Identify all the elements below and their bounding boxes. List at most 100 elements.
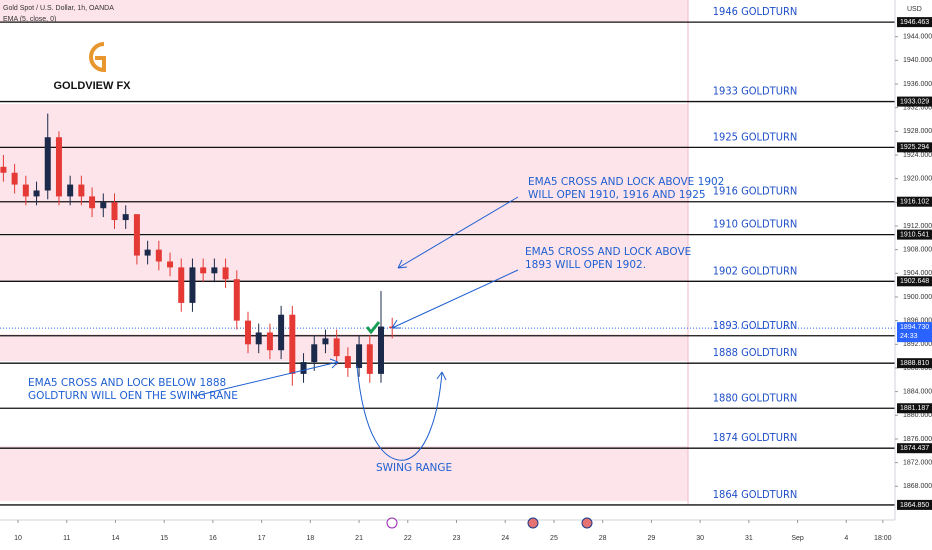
zone bbox=[0, 334, 688, 361]
level-tag bbox=[897, 142, 932, 153]
x-tick-label: 21 bbox=[355, 535, 363, 542]
level-name: 1910 GOLDTURN bbox=[713, 218, 797, 231]
y-tick-label: 1880.000 bbox=[903, 412, 932, 419]
annotation: GOLDTURN WILL OEN THE SWING RANE bbox=[28, 390, 238, 402]
x-tick-label: 11 bbox=[63, 535, 70, 542]
level-tag bbox=[897, 17, 932, 28]
y-tick-label: 1912.000 bbox=[903, 223, 932, 230]
x-tick-label: 28 bbox=[599, 535, 607, 542]
candle-body bbox=[33, 190, 40, 197]
level-price: 1874.437 bbox=[900, 445, 929, 452]
event-icon bbox=[386, 517, 398, 529]
candle-body bbox=[111, 202, 118, 221]
level-name: 1874 GOLDTURN bbox=[713, 431, 797, 444]
level-price: 1881.187 bbox=[900, 405, 929, 412]
level-tag bbox=[897, 196, 932, 207]
level-price: 1933.029 bbox=[900, 98, 929, 105]
level-price: 1864.850 bbox=[900, 502, 929, 509]
candle-body bbox=[44, 137, 51, 191]
candle-body bbox=[0, 166, 7, 173]
candle-body bbox=[67, 184, 74, 197]
currency: USD bbox=[907, 6, 922, 13]
candle-body bbox=[178, 267, 185, 303]
candle-body bbox=[311, 344, 318, 363]
y-tick-label: 1940.000 bbox=[903, 57, 932, 64]
y-tick-label: 1888.000 bbox=[903, 365, 932, 372]
x-tick-label: 4 bbox=[844, 535, 848, 542]
y-tick-label: 1892.000 bbox=[903, 341, 932, 348]
candle-body bbox=[78, 184, 85, 197]
level-price: 1902.648 bbox=[900, 278, 929, 285]
level-name: 1925 GOLDTURN bbox=[713, 130, 797, 143]
event-icon bbox=[527, 517, 539, 529]
check-mark bbox=[365, 321, 381, 335]
candle-body bbox=[377, 326, 384, 374]
x-tick-label: 17 bbox=[258, 535, 266, 542]
y-tick-label: 1884.000 bbox=[903, 388, 932, 395]
countdown: 24:33 bbox=[900, 333, 918, 340]
y-tick-label: 1920.000 bbox=[903, 176, 932, 183]
candle-body bbox=[344, 356, 351, 368]
x-tick-label: 31 bbox=[745, 535, 753, 542]
level-name: 1933 GOLDTURN bbox=[713, 85, 797, 98]
candle-body bbox=[289, 314, 296, 374]
x-tick-label: 24 bbox=[501, 535, 509, 542]
level-tag bbox=[897, 358, 932, 369]
y-tick-label: 1876.000 bbox=[903, 436, 932, 443]
annotation: EMA5 CROSS AND LOCK ABOVE bbox=[525, 246, 691, 258]
arrow bbox=[194, 358, 339, 397]
candle-body bbox=[122, 214, 129, 221]
annotation: SWING RANGE bbox=[376, 462, 452, 474]
candle-body bbox=[167, 261, 174, 268]
candle-body bbox=[244, 320, 251, 345]
candle-body bbox=[11, 172, 18, 185]
annotation: EMA5 CROSS AND LOCK ABOVE 1902 bbox=[528, 176, 724, 188]
last-price-tag bbox=[897, 322, 932, 343]
zone bbox=[0, 236, 688, 282]
level-price: 1946.463 bbox=[900, 19, 929, 26]
zone bbox=[0, 0, 688, 22]
candle-body bbox=[200, 267, 207, 274]
annotation: WILL OPEN 1910, 1916 AND 1925 bbox=[528, 189, 706, 201]
y-tick-label: 1908.000 bbox=[903, 246, 932, 253]
level-tag bbox=[897, 499, 932, 510]
event-icon bbox=[581, 517, 593, 529]
y-tick-label: 1900.000 bbox=[903, 294, 932, 301]
level-tag bbox=[897, 276, 932, 287]
level-price: 1888.810 bbox=[900, 360, 929, 367]
candle-body bbox=[356, 344, 363, 368]
chart-title: Gold Spot / U.S. Dollar, 1h, OANDA bbox=[3, 5, 114, 12]
level-name: 1902 GOLDTURN bbox=[713, 264, 797, 277]
y-tick-label: 1932.000 bbox=[903, 105, 932, 112]
y-tick-label: 1872.000 bbox=[903, 459, 932, 466]
y-tick-label: 1896.000 bbox=[903, 317, 932, 324]
last-price: 1894.730 bbox=[900, 324, 929, 331]
candle-body bbox=[300, 362, 307, 374]
candle-body bbox=[233, 279, 240, 321]
candle-body bbox=[333, 338, 340, 357]
arrows bbox=[194, 196, 519, 461]
x-tick-label: 30 bbox=[696, 535, 704, 542]
x-tick-label: 25 bbox=[550, 535, 558, 542]
candle-body bbox=[266, 332, 273, 351]
arrow bbox=[391, 269, 519, 329]
x-tick-label: 23 bbox=[453, 535, 461, 542]
brand: GOLDVIEW FX bbox=[54, 80, 132, 92]
x-tick-label: 15 bbox=[160, 535, 168, 542]
y-tick-label: 1904.000 bbox=[903, 270, 932, 277]
candle-body bbox=[22, 184, 29, 197]
level-tag bbox=[897, 229, 932, 240]
swing-arrow bbox=[356, 365, 447, 461]
arrow bbox=[397, 196, 519, 269]
candle-body bbox=[144, 249, 151, 256]
level-name: 1893 GOLDTURN bbox=[713, 319, 797, 332]
x-tick-label: 22 bbox=[404, 535, 412, 542]
level-tag bbox=[897, 403, 932, 414]
candle-body bbox=[211, 267, 218, 274]
candle-body bbox=[222, 267, 229, 280]
x-tick-label: 16 bbox=[209, 535, 217, 542]
logo: GOLDVIEW FX bbox=[54, 42, 132, 92]
x-tick-label: 14 bbox=[112, 535, 120, 542]
y-tick-label: 1936.000 bbox=[903, 81, 932, 88]
